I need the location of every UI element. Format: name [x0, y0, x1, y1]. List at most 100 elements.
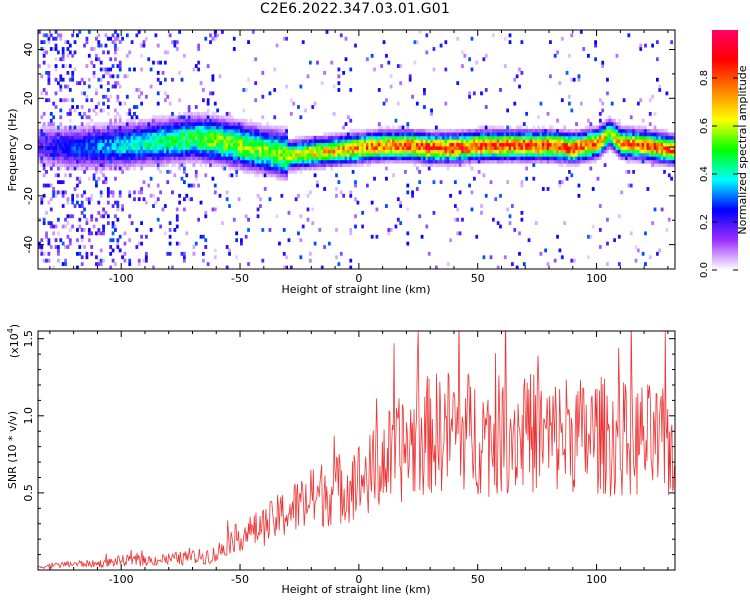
- heatmap-cell: [275, 139, 279, 144]
- heatmap-cell: [449, 132, 452, 137]
- heatmap-cell: [149, 135, 153, 140]
- heatmap-cell: [465, 152, 469, 157]
- heatmap-cell: [235, 166, 239, 171]
- heatmap-cell: [430, 149, 433, 154]
- heatmap-cell: [273, 135, 277, 140]
- heatmap-cell: [194, 146, 198, 150]
- heatmap-cell: [104, 129, 108, 133]
- heatmap-cell: [178, 111, 182, 116]
- heatmap-cell: [152, 132, 155, 137]
- heatmap-cell: [216, 146, 220, 150]
- heatmap-cell: [99, 67, 103, 72]
- heatmap-cell: [434, 132, 438, 137]
- heatmap-cell: [568, 149, 571, 154]
- heatmap-cell: [385, 139, 388, 144]
- heatmap-cell: [420, 129, 424, 133]
- heatmap-cell: [446, 132, 450, 137]
- heatmap-cell: [221, 129, 224, 133]
- heatmap-cell: [572, 129, 576, 133]
- heatmap-cell: [306, 152, 310, 157]
- heatmap-cell: [472, 129, 476, 133]
- heatmap-cell: [187, 125, 191, 130]
- snr-plot: -100 -50 0 50 100 0.51.01.5 Height of straig…: [6, 324, 676, 596]
- heatmap-cell: [121, 146, 124, 150]
- heatmap-cell: [560, 163, 564, 167]
- heatmap-cell: [54, 105, 58, 109]
- heatmap-cell: [453, 146, 457, 150]
- heatmap-cell: [527, 135, 531, 140]
- heatmap-cell: [289, 142, 293, 147]
- heatmap-cell: [653, 142, 657, 147]
- heatmap-cell: [38, 142, 41, 147]
- heatmap-cell: [641, 132, 645, 137]
- heatmap-cell: [154, 146, 158, 150]
- heatmap-cell: [244, 118, 248, 123]
- heatmap-cell: [204, 125, 208, 130]
- heatmap-cell: [163, 139, 167, 144]
- heatmap-cell: [282, 142, 286, 147]
- heatmap-cell: [125, 33, 129, 38]
- heatmap-cell: [242, 169, 246, 174]
- heatmap-cell: [361, 139, 365, 144]
- heatmap-cell: [323, 139, 326, 144]
- heatmap-cell: [256, 149, 260, 154]
- heatmap-cell: [209, 122, 212, 126]
- heatmap-cell: [73, 125, 77, 130]
- heatmap-cell: [503, 36, 507, 41]
- heatmap-cell: [289, 152, 293, 157]
- heatmap-cell: [610, 146, 614, 150]
- heatmap-cell: [475, 152, 479, 157]
- heatmap-cell: [382, 156, 386, 161]
- heatmap-cell: [154, 129, 158, 133]
- heatmap-cell: [149, 146, 153, 150]
- heatmap-cell: [406, 146, 410, 150]
- heatmap-cell: [337, 132, 341, 137]
- heatmap-cell: [658, 142, 662, 147]
- heatmap-cell: [76, 163, 79, 167]
- heatmap-cell: [47, 221, 51, 226]
- heatmap-cell: [425, 156, 429, 161]
- heatmap-cell: [437, 163, 441, 167]
- heatmap-cell: [97, 57, 101, 62]
- heatmap-cell: [273, 159, 277, 164]
- heatmap-cell: [232, 163, 236, 167]
- heatmap-cell: [256, 169, 260, 174]
- heatmap-cell: [465, 149, 469, 154]
- heatmap-cell: [261, 135, 265, 140]
- heatmap-cell: [430, 159, 433, 164]
- heatmap-cell: [294, 159, 298, 164]
- heatmap-cell: [456, 149, 460, 154]
- heatmap-cell: [111, 64, 115, 68]
- heatmap-cell: [247, 156, 250, 161]
- heatmap-cell: [368, 139, 372, 144]
- heatmap-cell: [144, 132, 148, 137]
- heatmap-cell: [387, 152, 391, 157]
- heatmap-cell: [237, 129, 241, 133]
- heatmap-cell: [85, 122, 89, 126]
- heatmap-cell: [54, 36, 58, 41]
- heatmap-cell: [285, 146, 288, 150]
- heatmap-cell: [47, 149, 51, 154]
- heatmap-cell: [95, 156, 98, 161]
- heatmap-cell: [156, 77, 160, 82]
- heatmap-cell: [634, 125, 638, 130]
- heatmap-cell: [641, 142, 645, 147]
- heatmap-cell: [47, 238, 51, 243]
- heatmap-cell: [42, 159, 46, 164]
- heatmap-cell: [506, 129, 510, 133]
- heatmap-cell: [73, 156, 77, 161]
- heatmap-cell: [358, 156, 362, 161]
- heatmap-cell: [577, 146, 581, 150]
- heatmap-cell: [636, 248, 640, 253]
- heatmap-cell: [653, 152, 657, 157]
- heatmap-cell: [499, 149, 502, 154]
- heatmap-cell: [451, 159, 455, 164]
- heatmap-cell: [503, 64, 507, 68]
- heatmap-cell: [199, 142, 203, 147]
- heatmap-cell: [232, 156, 236, 161]
- heatmap-cell: [608, 129, 612, 133]
- heatmap-cell: [270, 125, 274, 130]
- heatmap-cell: [192, 156, 196, 161]
- heatmap-cell: [629, 115, 633, 120]
